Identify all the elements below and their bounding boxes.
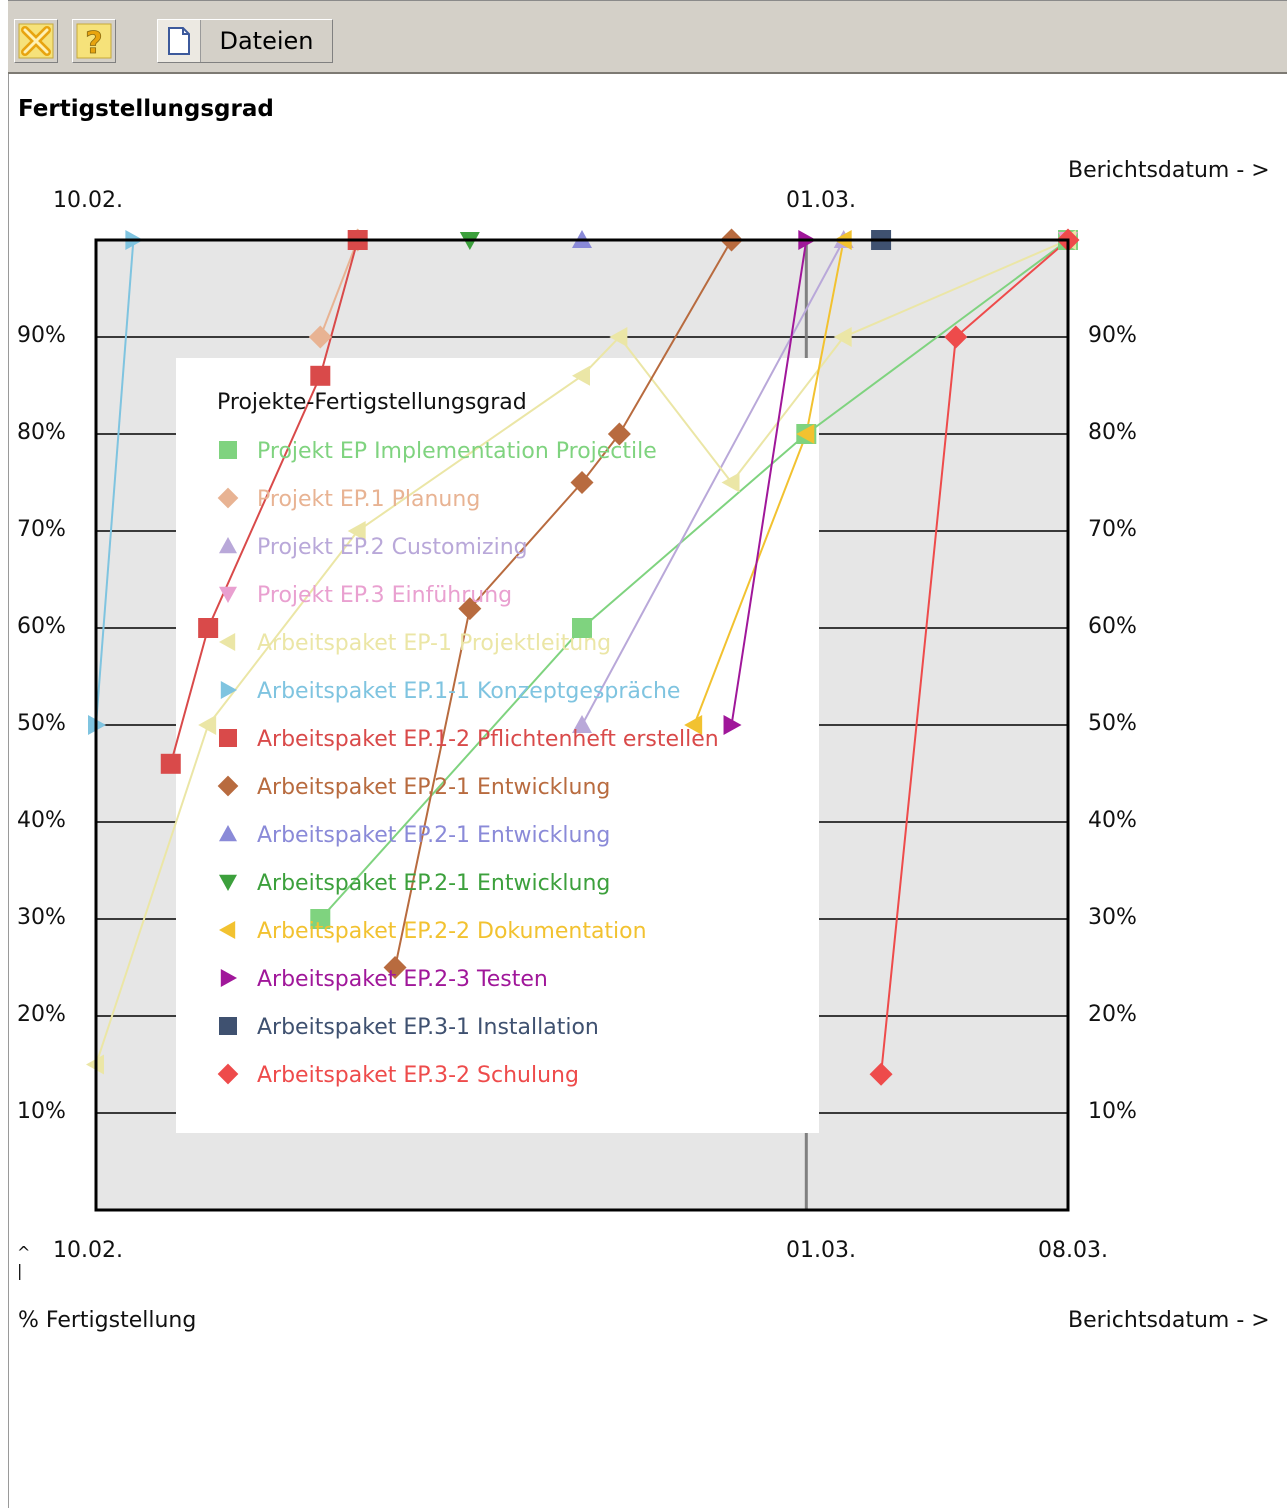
legend-marker-3 — [219, 586, 237, 603]
y-tick-right-6: 70% — [1088, 517, 1137, 542]
series-line-5 — [95, 239, 135, 726]
series-11-point-0 — [723, 715, 742, 735]
series-line-1 — [319, 239, 359, 338]
series-2-point-0 — [572, 715, 592, 733]
legend-marker-13 — [217, 1063, 239, 1085]
legend-marker-10 — [219, 921, 236, 939]
legend-label-9: Arbeitspaket EP.2-1 Entwicklung — [257, 871, 610, 896]
legend-marker-7 — [217, 775, 239, 797]
series-10-point-1 — [796, 424, 815, 444]
legend-title: Projekte-Fertigstellungsgrad — [217, 390, 527, 415]
legend-label-11: Arbeitspaket EP.2-3 Testen — [257, 967, 548, 992]
legend-marker-5 — [220, 681, 237, 699]
files-button[interactable]: Dateien — [157, 19, 333, 63]
legend-label-12: Arbeitspaket EP.3-1 Installation — [257, 1015, 599, 1040]
series-4-point-5 — [721, 472, 740, 493]
legend-label-3: Projekt EP.3 Einführung — [257, 583, 512, 608]
close-icon — [18, 23, 54, 59]
legend-marker-0 — [219, 441, 237, 459]
legend-label-8: Arbeitspaket EP.2-1 Entwicklung — [257, 823, 610, 848]
series-4-point-2 — [347, 521, 366, 541]
series-7-point-3 — [607, 422, 631, 446]
document-icon — [168, 27, 190, 55]
y-tick-right-0: 10% — [1088, 1099, 1137, 1124]
legend-label-4: Arbeitspaket EP-1 Projektleitung — [257, 631, 611, 656]
page-title: Fertigstellungsgrad — [18, 96, 274, 122]
y-tick-right-8: 90% — [1088, 323, 1137, 348]
series-13-point-0 — [869, 1062, 893, 1086]
x-tick-bottom-1: 01.03. — [786, 1238, 856, 1263]
svg-text:?: ? — [85, 26, 102, 61]
y-tick-left-8: 90% — [17, 323, 66, 348]
y-tick-left-7: 80% — [17, 420, 66, 445]
legend-marker-6 — [219, 729, 237, 747]
legend-label-6: Arbeitspaket EP.1-2 Pflichtenheft erstel… — [257, 727, 719, 752]
series-7-point-0 — [383, 956, 407, 979]
series-0-point-0 — [310, 909, 331, 929]
x-tick-bottom-0: 10.02. — [53, 1238, 123, 1263]
legend-marker-2 — [219, 537, 237, 554]
series-line-0 — [319, 239, 1069, 920]
series-10-point-0 — [684, 715, 703, 735]
y-tick-left-1: 20% — [17, 1002, 66, 1027]
series-line-4 — [95, 239, 1069, 1065]
x-tick-top-0: 10.02. — [53, 188, 123, 213]
legend-label-1: Projekt EP.1 Planung — [257, 487, 480, 512]
x-tick-top-1: 01.03. — [786, 188, 856, 213]
y-tick-right-3: 40% — [1088, 808, 1137, 833]
legend-marker-12 — [219, 1017, 237, 1035]
legend-label-0: Projekt EP Implementation Projectile — [257, 439, 657, 464]
series-13-point-1 — [944, 325, 968, 349]
plot-frame — [94, 238, 1070, 1212]
series-4-point-3 — [572, 365, 590, 386]
legend-label-7: Arbeitspaket EP.2-1 Entwicklung — [257, 775, 610, 800]
series-4-point-1 — [198, 715, 217, 735]
x-axis-title-bottom: Berichtsdatum - > — [1068, 1308, 1270, 1333]
x-axis-title-top: Berichtsdatum - > — [1068, 158, 1270, 183]
series-line-11 — [730, 239, 808, 726]
y-tick-left-4: 50% — [17, 711, 66, 736]
series-7-point-1 — [458, 597, 482, 621]
x-tick-bottom-2: 08.03. — [1038, 1238, 1108, 1263]
legend-marker-8 — [219, 825, 237, 842]
y-tick-right-2: 30% — [1088, 905, 1137, 930]
toolbar: ? Dateien — [8, 0, 1287, 74]
series-6-point-0 — [160, 753, 181, 774]
series-1-point-0 — [308, 325, 332, 349]
series-line-6 — [169, 239, 359, 765]
legend-marker-4 — [219, 633, 236, 651]
y-tick-left-0: 10% — [17, 1099, 66, 1124]
legend-marker-11 — [220, 969, 237, 987]
y-tick-right-1: 20% — [1088, 1002, 1137, 1027]
y-axis-title: % Fertigstellung — [18, 1308, 197, 1333]
y-tick-left-3: 40% — [17, 808, 66, 833]
series-line-2 — [581, 239, 845, 726]
legend-marker-9 — [219, 874, 237, 891]
legend-box — [176, 358, 819, 1133]
legend-marker-1 — [217, 487, 239, 509]
series-4-point-4 — [609, 327, 628, 347]
series-6-point-2 — [310, 365, 331, 386]
y-tick-left-5: 60% — [17, 614, 66, 639]
series-4-point-6 — [833, 327, 852, 347]
close-button[interactable] — [14, 19, 58, 63]
help-button[interactable]: ? — [72, 19, 116, 63]
y-tick-left-2: 30% — [17, 905, 66, 930]
y-tick-right-5: 60% — [1088, 614, 1137, 639]
series-7-point-2 — [570, 471, 594, 494]
y-axis-arrow: ^ | — [17, 1243, 31, 1280]
legend-label-2: Projekt EP.2 Customizing — [257, 535, 528, 560]
legend-label-10: Arbeitspaket EP.2-2 Dokumentation — [257, 919, 647, 944]
series-0-point-1 — [572, 618, 592, 638]
series-6-point-1 — [198, 618, 219, 638]
legend-label-5: Arbeitspaket EP.1-1 Konzeptgespräche — [257, 679, 680, 704]
legend-label-13: Arbeitspaket EP.3-2 Schulung — [257, 1063, 579, 1088]
help-icon: ? — [76, 23, 112, 61]
y-tick-right-7: 80% — [1088, 420, 1137, 445]
y-tick-right-4: 50% — [1088, 711, 1137, 736]
window-frame — [8, 0, 1287, 1508]
files-button-label: Dateien — [219, 27, 314, 55]
y-tick-left-6: 70% — [17, 517, 66, 542]
